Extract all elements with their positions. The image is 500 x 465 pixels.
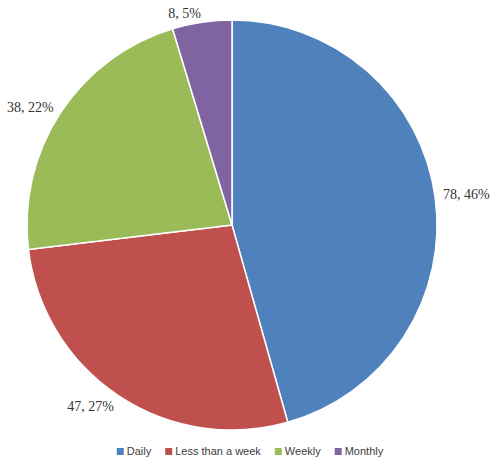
- legend-item: Weekly: [275, 445, 321, 457]
- legend-swatch: [117, 448, 124, 455]
- legend-item: Daily: [117, 445, 152, 457]
- legend-swatch: [275, 448, 282, 455]
- legend-item: Monthly: [335, 445, 384, 457]
- legend-swatch: [335, 448, 342, 455]
- legend-label: Daily: [127, 445, 152, 457]
- pie-slice: [173, 20, 232, 225]
- legend-label: Monthly: [345, 445, 384, 457]
- data-labels: 78, 46% 47, 27% 38, 22% 8, 5%: [7, 6, 490, 415]
- legend-label: Weekly: [285, 445, 321, 457]
- data-label: 38, 22%: [7, 100, 54, 115]
- data-label: 8, 5%: [168, 6, 201, 21]
- legend-item: Less than a week: [165, 445, 261, 457]
- legend-swatch: [165, 448, 172, 455]
- data-label: 78, 46%: [443, 187, 490, 202]
- chart: 78, 46% 47, 27% 38, 22% 8, 5% Daily Less than…: [0, 0, 500, 465]
- pie: [27, 20, 437, 430]
- legend: Daily Less than a week Weekly Monthly: [117, 445, 384, 457]
- pie-slice: [28, 225, 287, 430]
- legend-label: Less than a week: [175, 445, 261, 457]
- data-label: 47, 27%: [67, 399, 114, 414]
